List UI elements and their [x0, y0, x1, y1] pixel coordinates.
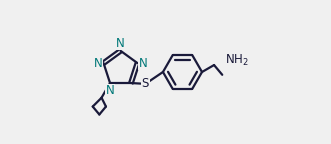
Text: NH$_2$: NH$_2$	[225, 53, 249, 68]
Text: N: N	[116, 37, 125, 50]
Text: N: N	[94, 57, 103, 70]
Text: N: N	[139, 57, 147, 70]
Text: N: N	[106, 84, 115, 97]
Text: S: S	[142, 77, 149, 90]
